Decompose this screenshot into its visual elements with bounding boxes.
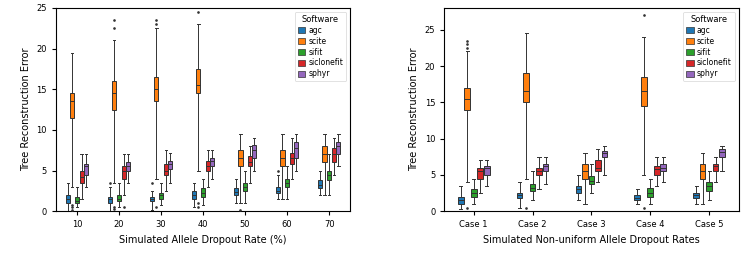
Bar: [648, 188, 653, 197]
Bar: [517, 193, 522, 198]
Bar: [196, 69, 201, 93]
X-axis label: Simulated Allele Dropout Rate (%): Simulated Allele Dropout Rate (%): [119, 235, 286, 245]
Bar: [163, 164, 168, 175]
Bar: [192, 191, 196, 199]
Bar: [523, 73, 529, 102]
Bar: [159, 193, 163, 199]
Bar: [75, 197, 79, 203]
Bar: [276, 187, 280, 193]
Bar: [154, 77, 158, 101]
Bar: [654, 166, 659, 175]
Bar: [595, 161, 601, 171]
Bar: [327, 171, 331, 180]
Bar: [107, 197, 112, 203]
Bar: [233, 188, 238, 195]
Bar: [336, 142, 340, 154]
Bar: [530, 184, 536, 191]
Bar: [660, 164, 666, 171]
Bar: [536, 168, 542, 175]
Bar: [248, 156, 251, 167]
Bar: [635, 195, 640, 200]
Bar: [169, 161, 172, 169]
Bar: [206, 161, 210, 171]
Y-axis label: Tree Reconstruction Error: Tree Reconstruction Error: [21, 48, 31, 171]
Bar: [150, 197, 154, 201]
Bar: [332, 148, 336, 162]
Bar: [252, 144, 257, 158]
Bar: [542, 164, 548, 171]
Bar: [700, 164, 706, 178]
X-axis label: Simulated Non-uniform Allele Dropout Rates: Simulated Non-uniform Allele Dropout Rat…: [483, 235, 700, 245]
Bar: [84, 164, 88, 175]
Bar: [641, 77, 647, 106]
Bar: [126, 162, 131, 171]
Bar: [693, 193, 699, 198]
Bar: [589, 176, 595, 184]
Legend: agc, scite, sifit, siclonefit, sphyr: agc, scite, sifit, siclonefit, sphyr: [295, 12, 346, 81]
Bar: [576, 186, 581, 193]
Bar: [113, 81, 116, 110]
Bar: [471, 190, 477, 197]
Bar: [601, 151, 607, 157]
Bar: [582, 164, 588, 178]
Bar: [210, 158, 214, 167]
Bar: [295, 142, 298, 158]
Bar: [239, 150, 242, 167]
Bar: [243, 183, 247, 191]
Bar: [66, 195, 70, 203]
Bar: [458, 197, 464, 204]
Bar: [280, 150, 284, 167]
Bar: [719, 149, 725, 157]
Bar: [117, 195, 121, 201]
Bar: [318, 180, 322, 188]
Bar: [289, 153, 294, 164]
Legend: agc, scite, sifit, siclonefit, sphyr: agc, scite, sifit, siclonefit, sphyr: [683, 12, 735, 81]
Bar: [70, 93, 75, 118]
Bar: [80, 171, 84, 183]
Bar: [285, 179, 289, 187]
Bar: [712, 164, 718, 171]
Bar: [201, 188, 205, 197]
Bar: [706, 182, 712, 191]
Bar: [122, 167, 125, 179]
Bar: [484, 166, 489, 175]
Bar: [322, 146, 327, 162]
Y-axis label: Tree Reconstruction Error: Tree Reconstruction Error: [410, 48, 419, 171]
Bar: [477, 168, 483, 178]
Bar: [465, 88, 470, 110]
